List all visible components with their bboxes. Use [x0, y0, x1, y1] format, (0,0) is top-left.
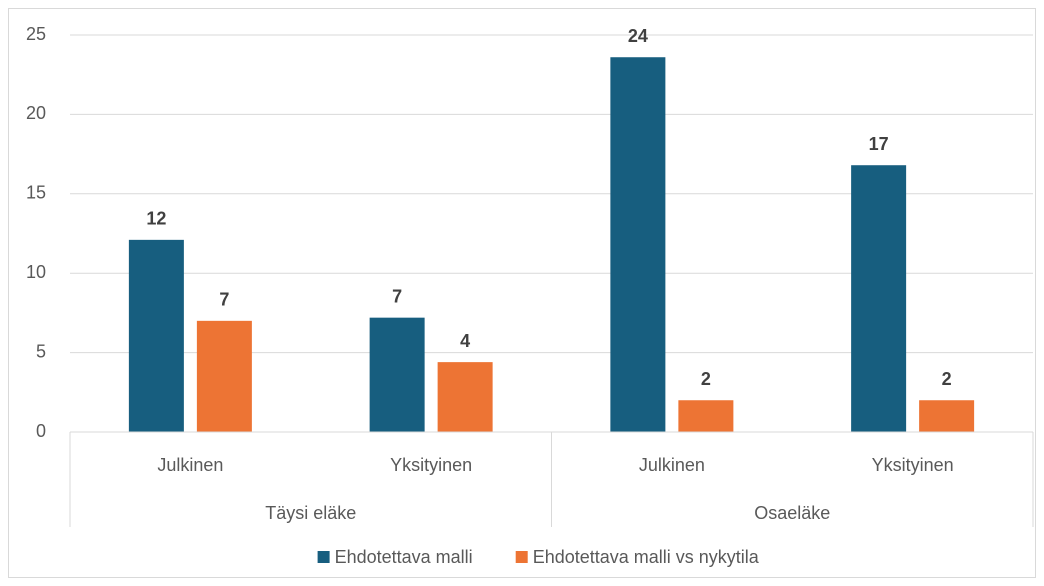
- bar: [369, 317, 425, 432]
- data-label: 7: [219, 290, 229, 310]
- y-tick-label: 0: [36, 421, 46, 441]
- y-tick-label: 10: [26, 262, 46, 282]
- x-tick-label: Yksityinen: [872, 455, 954, 475]
- data-label: 12: [146, 209, 166, 229]
- bar: [610, 57, 666, 433]
- x-tick-label: Yksityinen: [390, 455, 472, 475]
- bar: [437, 362, 493, 432]
- legend-swatch: [515, 551, 528, 563]
- bar: [196, 320, 252, 432]
- y-tick-label: 5: [36, 341, 46, 361]
- bar: [851, 165, 907, 432]
- bar: [128, 239, 184, 432]
- y-tick-label: 25: [26, 24, 46, 44]
- data-label: 7: [392, 286, 402, 306]
- data-label: 17: [869, 134, 889, 154]
- legend-swatch: [317, 551, 330, 563]
- bar: [919, 400, 975, 432]
- group-label: Täysi eläke: [265, 503, 356, 523]
- data-label: 24: [628, 26, 648, 46]
- data-label: 2: [942, 369, 952, 389]
- data-label: 2: [701, 369, 711, 389]
- y-tick-label: 15: [26, 183, 46, 203]
- legend-label: Ehdotettava malli vs nykytila: [533, 547, 760, 567]
- group-label: Osaeläke: [754, 503, 830, 523]
- data-label: 4: [460, 331, 470, 351]
- x-tick-label: Julkinen: [639, 455, 705, 475]
- x-tick-label: Julkinen: [157, 455, 223, 475]
- legend-label: Ehdotettava malli: [335, 547, 473, 567]
- y-tick-label: 20: [26, 103, 46, 123]
- bar: [678, 400, 734, 432]
